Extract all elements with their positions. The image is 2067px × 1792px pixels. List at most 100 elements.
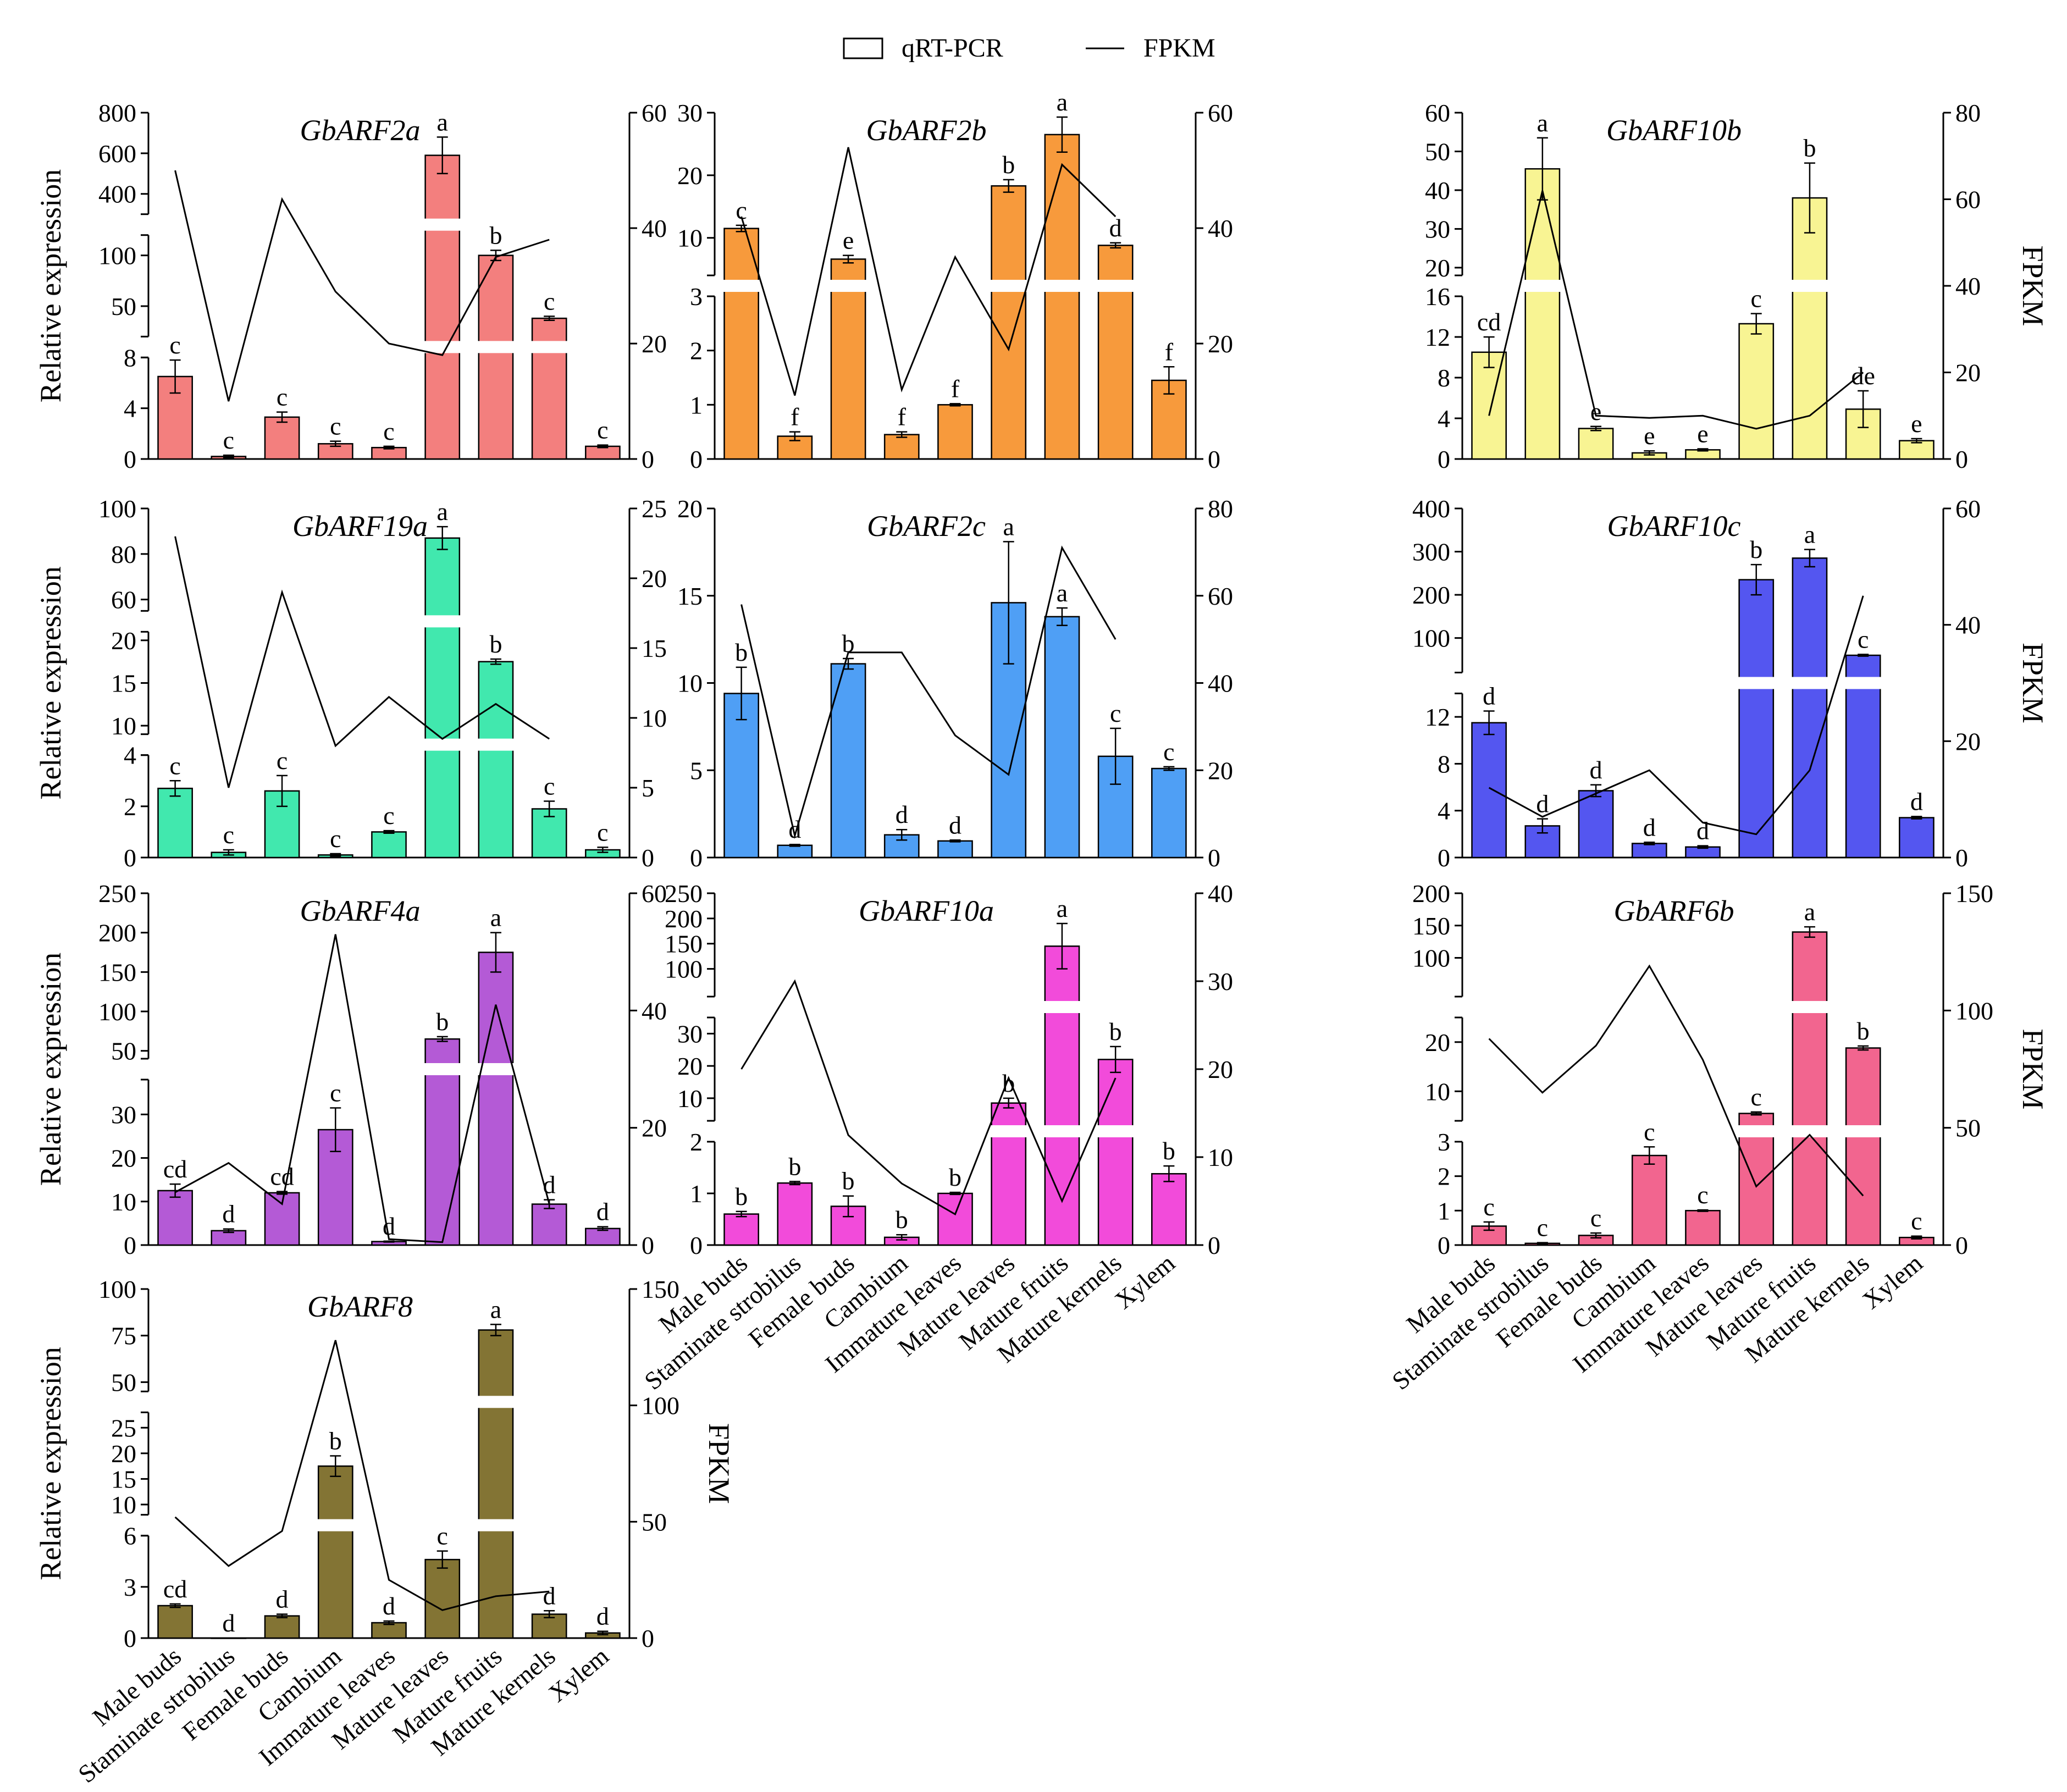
break-gap <box>423 1063 461 1075</box>
bar <box>1471 722 1507 859</box>
significance-letter: c <box>169 751 180 779</box>
bar <box>723 1213 759 1246</box>
y-tick-label: 250 <box>98 880 136 908</box>
y-tick-label: 50 <box>1425 137 1450 165</box>
chart-gbarf4a: 0102030501001502002500204060cddcdcdbaddG… <box>34 880 667 1259</box>
bar <box>264 416 300 460</box>
chart-title: GbARF8 <box>307 1290 413 1323</box>
bar <box>531 317 567 460</box>
significance-letter: d <box>276 1585 289 1613</box>
significance-letter: b <box>1750 535 1762 563</box>
y2-tick-label: 40 <box>642 997 667 1025</box>
chart-gbarf10a: 012102030100150200250010203040bbbbbbabbG… <box>639 880 1233 1395</box>
x-tick-label: Xylem <box>543 1641 614 1707</box>
bar <box>157 787 193 859</box>
significance-letter: d <box>222 1200 235 1228</box>
break-gap <box>1790 677 1829 689</box>
y-tick-label: 50 <box>111 1368 136 1396</box>
y-axis-title: Relative expression <box>34 953 67 1186</box>
bar <box>1151 767 1187 859</box>
y-tick-label: 20 <box>1425 254 1450 282</box>
y-tick-label: 12 <box>1425 703 1450 731</box>
break-gap <box>1043 1125 1081 1137</box>
y-tick-label: 300 <box>1412 538 1450 566</box>
x-tick-label: Xylem <box>1109 1248 1180 1314</box>
significance-letter: b <box>788 1152 801 1180</box>
y-tick-label: 10 <box>677 224 703 252</box>
bar <box>1631 843 1667 859</box>
significance-letter: a <box>437 108 448 136</box>
y-tick-label: 0 <box>124 844 136 872</box>
y-tick-label: 3 <box>124 1573 136 1601</box>
y2-tick-label: 20 <box>1208 756 1233 784</box>
fpkm-line <box>740 147 1117 396</box>
significance-letter: d <box>383 1592 395 1620</box>
break-gap <box>1790 1125 1829 1137</box>
significance-letter: a <box>490 904 501 932</box>
y2-tick-label: 20 <box>1208 330 1233 358</box>
break-gap <box>423 341 461 353</box>
y-tick-label: 40 <box>1425 176 1450 204</box>
y-tick-label: 2 <box>690 1128 703 1156</box>
y-tick-label: 2 <box>124 793 136 821</box>
y-tick-label: 800 <box>98 99 136 127</box>
bar <box>991 1102 1027 1246</box>
significance-letter: c <box>383 801 394 829</box>
y-tick-label: 4 <box>124 395 136 423</box>
significance-letter: c <box>544 772 555 800</box>
legend-bar-label: qRT-PCR <box>902 34 1003 63</box>
significance-letter: a <box>1057 579 1068 607</box>
y-tick-label: 16 <box>1425 283 1450 311</box>
fpkm-line <box>174 934 550 1243</box>
significance-letter: f <box>1165 338 1174 366</box>
significance-letter: a <box>1057 894 1068 922</box>
significance-letter: cd <box>163 1575 187 1603</box>
bar <box>883 434 920 460</box>
y2-tick-label: 30 <box>1208 967 1233 995</box>
bar <box>1792 557 1828 859</box>
break-gap <box>317 1519 355 1531</box>
chart-title: GbARF10b <box>1606 114 1742 147</box>
significance-letter: b <box>489 221 502 249</box>
y-tick-label: 60 <box>1425 99 1450 127</box>
y-tick-label: 0 <box>690 445 703 473</box>
y2-tick-label: 80 <box>1955 99 1981 127</box>
y2-tick-label: 60 <box>642 880 667 908</box>
fpkm-line <box>740 545 1117 839</box>
bar <box>1578 790 1614 859</box>
y-tick-label: 20 <box>677 162 703 190</box>
significance-letter: b <box>896 1205 908 1234</box>
y2-tick-label: 20 <box>642 1114 667 1142</box>
significance-letter: c <box>1697 1181 1708 1209</box>
significance-letter: c <box>1911 1207 1922 1235</box>
y-tick-label: 10 <box>111 1491 136 1519</box>
chart-gbarf2b: 0 1 2 3 10 20 30 0 20 40 60 c f e f f b a d f GbARF2b <box>677 88 1233 473</box>
break-gap <box>1043 1001 1081 1013</box>
fpkm-line <box>174 536 550 788</box>
y2-tick-label: 150 <box>642 1275 679 1303</box>
chart-gbarf19a: 02410152060801000510152025cccccabccGbARF… <box>34 495 667 872</box>
y-tick-label: 200 <box>665 905 703 933</box>
x-tick-label: Xylem <box>1857 1248 1928 1314</box>
break-gap <box>477 1519 515 1531</box>
y-tick-label: 10 <box>677 670 703 698</box>
y-tick-label: 100 <box>98 1275 136 1303</box>
y-tick-label: 100 <box>98 242 136 270</box>
significance-letter: c <box>277 383 288 411</box>
y-tick-label: 6 <box>124 1522 136 1550</box>
y-tick-label: 0 <box>690 1231 703 1259</box>
bar <box>371 1622 407 1639</box>
fpkm-line <box>1488 964 1864 1197</box>
break-gap <box>1790 1001 1829 1013</box>
y-tick-label: 15 <box>111 670 136 698</box>
y-tick-label: 60 <box>111 586 136 614</box>
chart-title: GbARF6b <box>1614 894 1734 927</box>
significance-letter: d <box>1910 787 1923 815</box>
y-tick-label: 30 <box>1425 215 1450 243</box>
bar <box>777 1182 813 1246</box>
y2-tick-label: 20 <box>642 330 667 358</box>
y-tick-label: 250 <box>665 880 703 908</box>
y2-tick-label: 0 <box>642 1624 654 1652</box>
break-gap <box>477 1063 515 1075</box>
y2-tick-label: 60 <box>1208 99 1233 127</box>
